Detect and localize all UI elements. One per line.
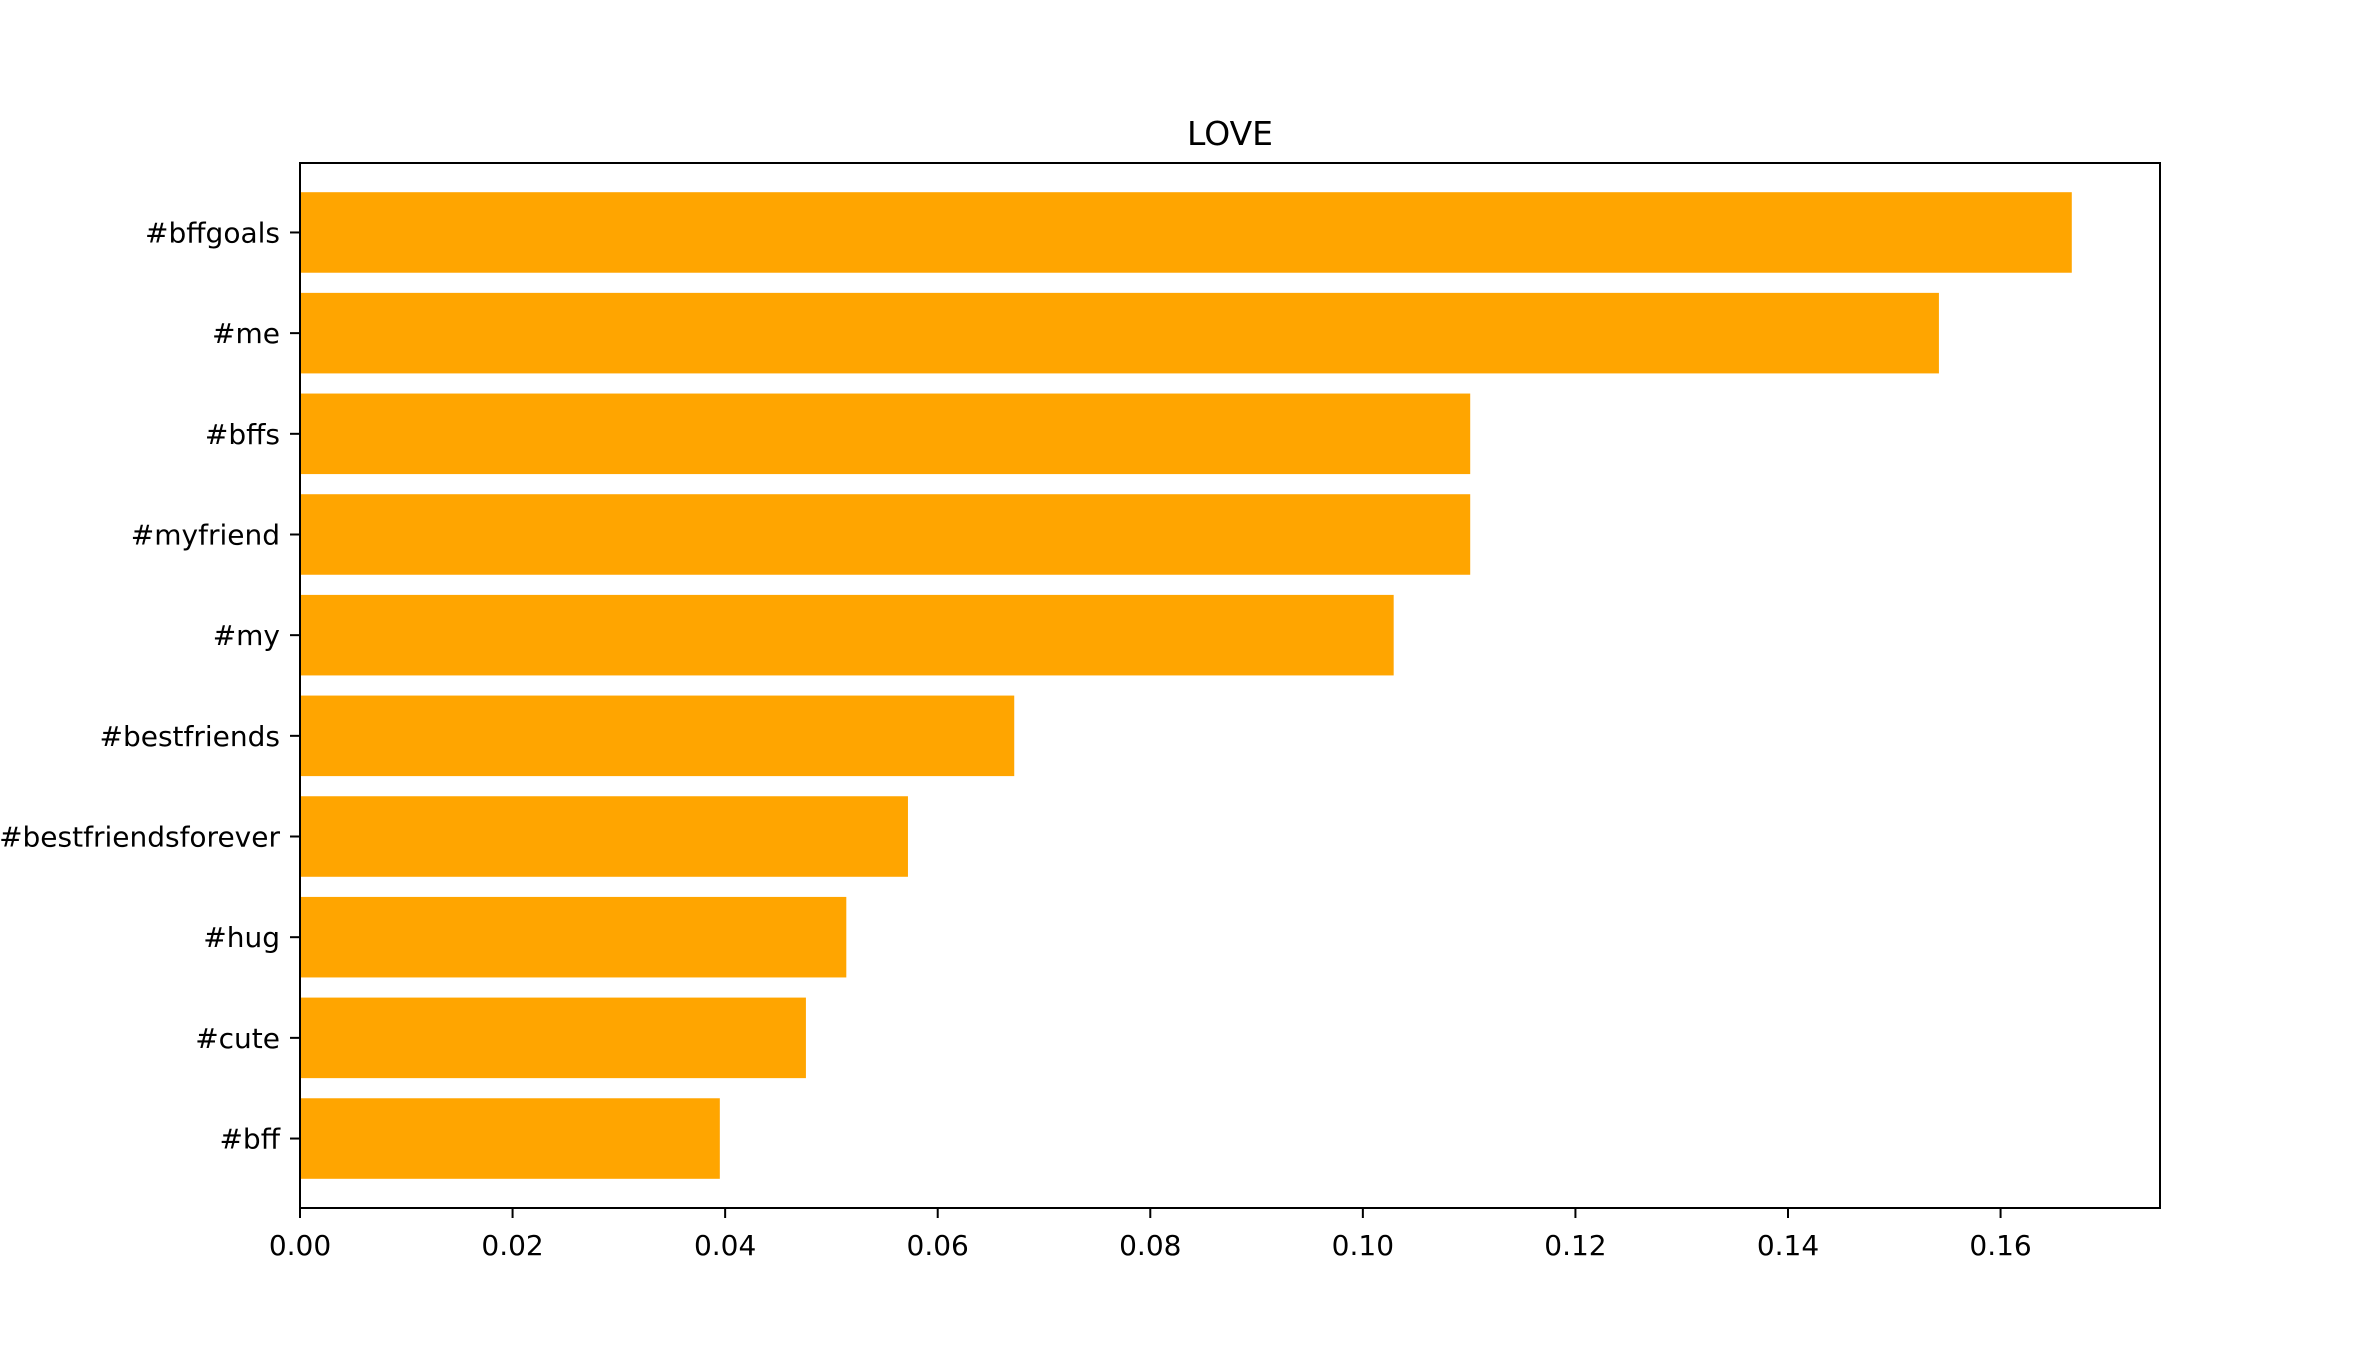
bar-bestfriends xyxy=(300,695,1015,777)
x-tick-label: 0.06 xyxy=(907,1229,969,1262)
bar-bffs xyxy=(300,393,1471,475)
y-tick-label: #bff xyxy=(219,1123,280,1156)
y-tick-label: #bestfriends xyxy=(99,720,280,753)
x-tick-label: 0.02 xyxy=(481,1229,543,1262)
bar-my xyxy=(300,594,1394,676)
x-tick-label: 0.16 xyxy=(1969,1229,2031,1262)
y-tick-label: #bestfriendsforever xyxy=(0,821,280,854)
bar-me xyxy=(300,292,1939,374)
y-tick-label: #myfriend xyxy=(131,518,280,551)
y-tick-label: #hug xyxy=(203,921,280,954)
bar-cute xyxy=(300,997,806,1079)
y-tick-label: #bffgoals xyxy=(145,216,280,249)
bar-myfriend xyxy=(300,494,1471,575)
bar-hug xyxy=(300,896,847,978)
bar-bestfriendsforever xyxy=(300,796,908,877)
plot-area-frame xyxy=(299,162,2161,1209)
x-tick-label: 0.04 xyxy=(694,1229,756,1262)
x-tick-label: 0.10 xyxy=(1332,1229,1394,1262)
bar-bffgoals xyxy=(300,192,2072,273)
x-tick-label: 0.08 xyxy=(1119,1229,1181,1262)
chart-title: LOVE xyxy=(1187,114,1273,153)
y-tick-label: #me xyxy=(212,317,280,350)
y-tick-label: #my xyxy=(213,619,280,652)
y-axis-ticks: #bffgoals #me #bffs #myfriend #my #bestfriend… xyxy=(0,216,300,1156)
x-tick-label: 0.12 xyxy=(1544,1229,1606,1262)
y-tick-label: #bffs xyxy=(205,418,280,451)
x-tick-label: 0.00 xyxy=(269,1229,331,1262)
bar-bff xyxy=(300,1098,720,1179)
x-tick-label: 0.14 xyxy=(1757,1229,1819,1262)
x-axis-ticks: 0.00 0.02 0.04 0.06 0.08 0.10 0.12 0.14 0.16 xyxy=(269,1208,2032,1262)
y-tick-label: #cute xyxy=(195,1022,280,1055)
bars-group xyxy=(300,192,2072,1179)
